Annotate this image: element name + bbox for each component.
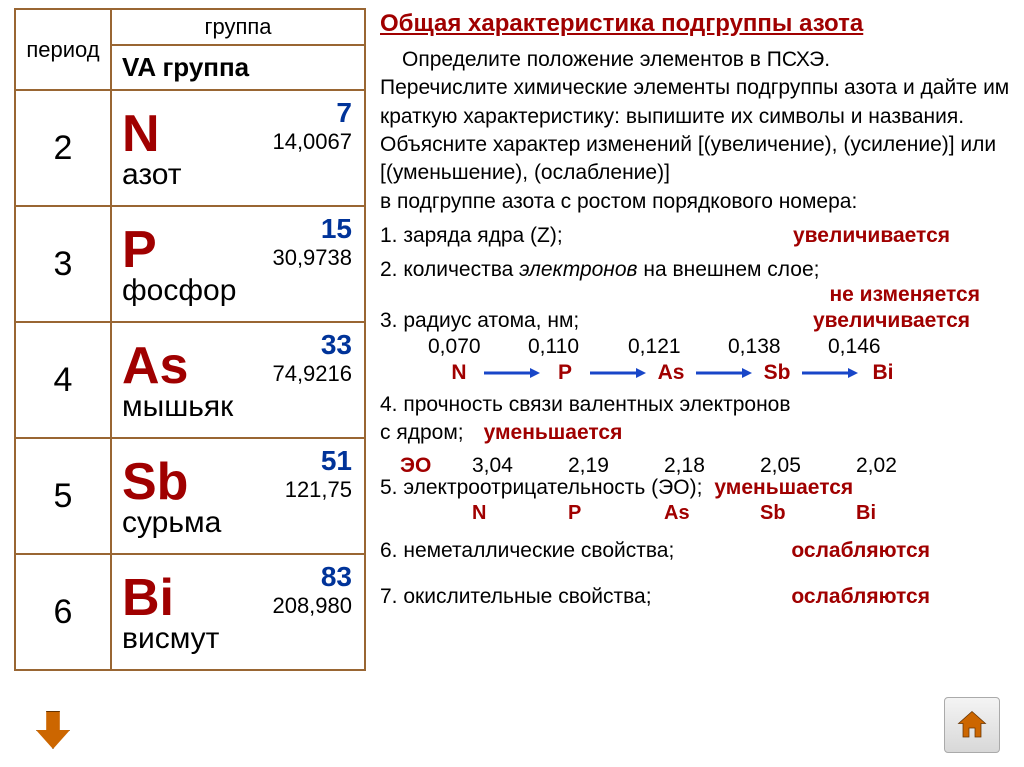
atomic-number: 7 [336, 97, 352, 129]
arrow-right-icon [800, 366, 860, 380]
table-row: 5Sb 51121,75 сурьма [15, 438, 365, 554]
q5-answer: уменьшается [714, 474, 853, 502]
nitrogen-subgroup-table: период группа VA группа 2N 714,0067 азот 3P… [14, 8, 366, 671]
eo-symbols-row: N P As Sb Bi [380, 502, 1010, 525]
content-text: Общая характеристика подгруппы азота Опр… [380, 8, 1010, 671]
arrow-right-icon [694, 366, 754, 380]
sequence-symbol: Bi [860, 361, 906, 385]
intro-p3b: в подгруппе азота с ростом порядкового н… [380, 188, 1010, 216]
period-cell: 6 [15, 554, 111, 670]
arrow-right-icon [482, 366, 542, 380]
radius-value: 0,146 [828, 335, 928, 359]
q2-text-i: электронов [519, 258, 637, 281]
table-row: 3P 1530,9738 фосфор [15, 206, 365, 322]
period-cell: 5 [15, 438, 111, 554]
va-group-label: VA группа [111, 45, 365, 90]
element-cell: As 3374,9216 мышьяк [111, 322, 365, 438]
page-title: Общая характеристика подгруппы азота [380, 10, 1010, 38]
home-button[interactable] [944, 697, 1000, 753]
element-symbol: N [122, 108, 160, 160]
element-symbol: Sb [122, 456, 188, 508]
eo-s4: Bi [856, 502, 952, 525]
sequence-symbol: Sb [754, 361, 800, 385]
intro-p3a: Объясните характер изменений [(увеличени… [380, 131, 1010, 188]
atomic-mass: 121,75 [285, 477, 352, 503]
period-cell: 2 [15, 90, 111, 206]
q5-text: 5. электроотрицательность (ЭО); [380, 474, 702, 502]
element-name: висмут [122, 622, 354, 656]
intro-p2: Перечислите химические элементы подгрупп… [380, 74, 1010, 131]
header-group: группа [111, 9, 365, 45]
q6-text: 6. неметаллические свойства; [380, 537, 674, 565]
q2-text-b: на внешнем слое; [638, 258, 820, 281]
atomic-number: 33 [321, 329, 352, 361]
radius-value: 0,138 [728, 335, 828, 359]
sequence-symbol: N [436, 361, 482, 385]
q2-answer: не изменяется [829, 283, 980, 306]
q1-text: 1. заряда ядра (Z); [380, 222, 563, 250]
eo-v4: 2,02 [856, 454, 952, 478]
element-sequence: N P As Sb Bi [380, 361, 1010, 385]
sequence-symbol: P [542, 361, 588, 385]
atomic-number: 51 [321, 445, 352, 477]
atomic-mass: 30,9738 [272, 245, 352, 271]
period-cell: 4 [15, 322, 111, 438]
table-row: 4As 3374,9216 мышьяк [15, 322, 365, 438]
eo-s2: As [664, 502, 760, 525]
eo-s0: N [472, 502, 568, 525]
period-cell: 3 [15, 206, 111, 322]
radius-value: 0,110 [528, 335, 628, 359]
q2: 2. количества электронов на внешнем слое… [380, 256, 1010, 284]
q4-answer: уменьшается [484, 419, 623, 447]
q3: 3. радиус атома, нм; увеличивается [380, 307, 1010, 335]
element-symbol: Bi [122, 572, 174, 624]
q4-text-b: с ядром; [380, 419, 464, 447]
atomic-mass: 14,0067 [272, 129, 352, 155]
q4-line1: 4. прочность связи валентных электронов [380, 391, 1010, 419]
header-period: период [15, 9, 111, 90]
atomic-mass: 208,980 [272, 593, 352, 619]
element-symbol: As [122, 340, 188, 392]
q3-text: 3. радиус атома, нм; [380, 307, 579, 335]
radii-values: 0,0700,1100,1210,1380,146 [380, 335, 1010, 359]
element-symbol: P [122, 224, 157, 276]
q6: 6. неметаллические свойства; ослабляются [380, 537, 1010, 565]
q7-text: 7. окислительные свойства; [380, 583, 652, 611]
atomic-number: 83 [321, 561, 352, 593]
element-cell: Bi 83208,980 висмут [111, 554, 365, 670]
home-icon [954, 707, 990, 743]
radius-value: 0,121 [628, 335, 728, 359]
q1: 1. заряда ядра (Z); увеличивается [380, 222, 1010, 250]
table-row: 6Bi 83208,980 висмут [15, 554, 365, 670]
element-name: мышьяк [122, 390, 354, 424]
arrow-down-icon[interactable] [36, 711, 70, 749]
arrow-right-icon [588, 366, 648, 380]
eo-s1: P [568, 502, 664, 525]
element-cell: Sb 51121,75 сурьма [111, 438, 365, 554]
atomic-number: 15 [321, 213, 352, 245]
q1-answer: увеличивается [793, 222, 950, 250]
sequence-symbol: As [648, 361, 694, 385]
q6-answer: ослабляются [791, 537, 930, 565]
table-row: 2N 714,0067 азот [15, 90, 365, 206]
element-name: азот [122, 158, 354, 192]
q5: 5. электроотрицательность (ЭО); уменьшае… [380, 474, 1010, 502]
q7-answer: ослабляются [791, 583, 930, 611]
q2-text-a: 2. количества [380, 258, 519, 281]
q7: 7. окислительные свойства; ослабляются [380, 583, 1010, 611]
eo-s3: Sb [760, 502, 856, 525]
element-name: сурьма [122, 506, 354, 540]
intro-p1: Определите положение элементов в ПСХЭ. [380, 46, 1010, 74]
q3-answer: увеличивается [813, 307, 970, 335]
radius-value: 0,070 [428, 335, 528, 359]
element-cell: N 714,0067 азот [111, 90, 365, 206]
element-cell: P 1530,9738 фосфор [111, 206, 365, 322]
element-name: фосфор [122, 274, 354, 308]
atomic-mass: 74,9216 [272, 361, 352, 387]
q4-line2: с ядром; уменьшается [380, 419, 1010, 447]
